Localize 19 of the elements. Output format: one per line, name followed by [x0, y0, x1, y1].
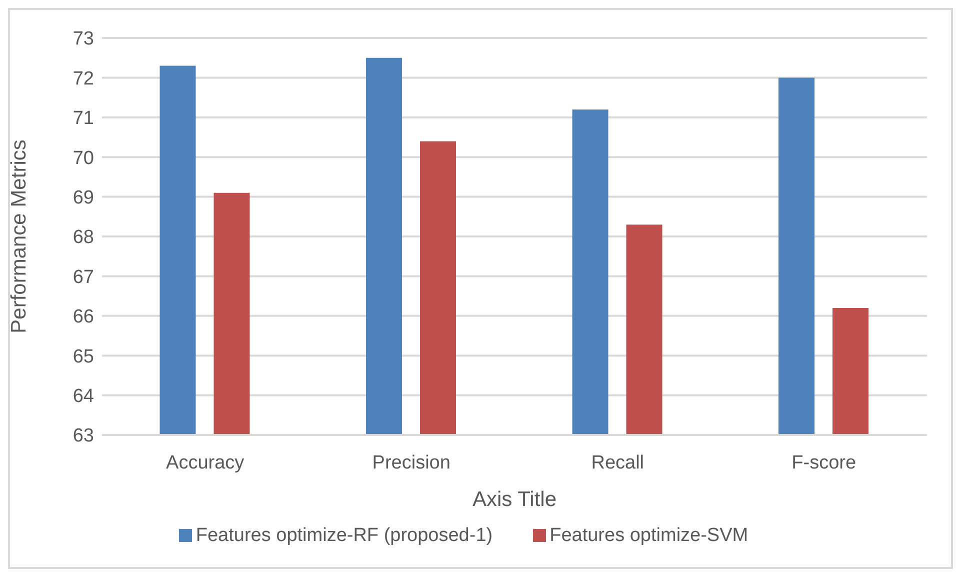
y-tick-label: 66 [72, 306, 94, 328]
x-axis-title: Axis Title [472, 488, 557, 511]
y-tick-label: 64 [72, 386, 94, 408]
y-tick-label: 73 [72, 28, 94, 50]
x-tick-label: Accuracy [166, 452, 245, 474]
y-axis-title: Performance Metrics [7, 140, 30, 334]
legend-label: Features optimize-SVM [550, 525, 748, 546]
y-tick-label: 63 [72, 426, 94, 447]
y-tick-label: 67 [72, 266, 94, 288]
y-tick-label: 65 [72, 346, 94, 368]
x-tick-label: Precision [372, 452, 450, 474]
y-tick-label: 68 [72, 227, 94, 248]
x-tick-label: F-score [792, 452, 856, 474]
y-tick-label: 69 [72, 188, 94, 209]
y-tick-label: 71 [72, 108, 94, 130]
y-tick-label: 70 [72, 148, 94, 169]
legend-label: Features optimize-RF (proposed-1) [196, 525, 493, 546]
x-tick-label: Recall [591, 452, 644, 474]
y-tick-label: 72 [72, 68, 94, 90]
